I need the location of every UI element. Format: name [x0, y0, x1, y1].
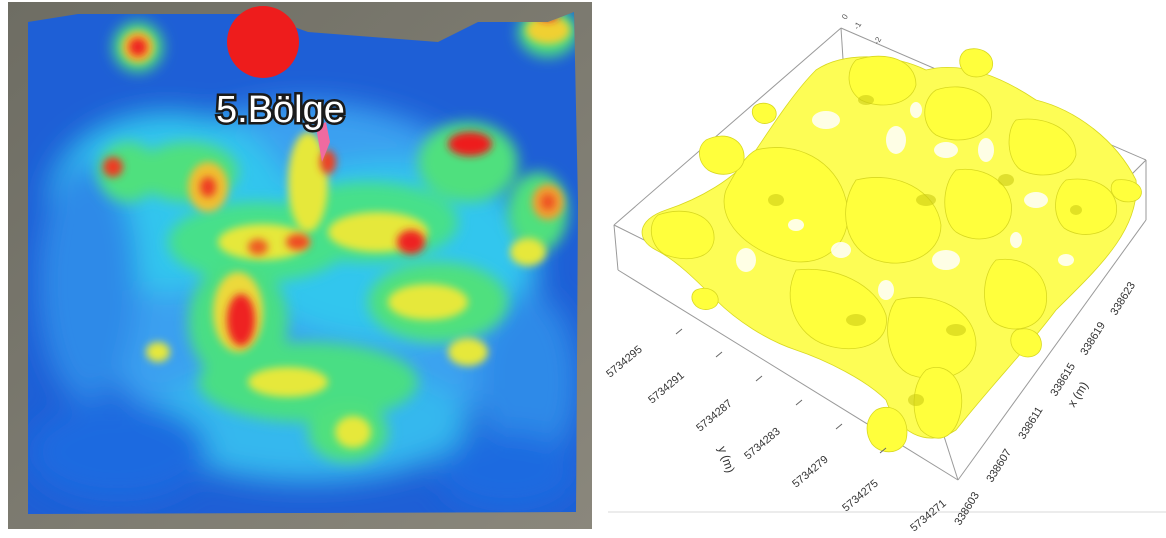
y-tick: 5734279	[790, 454, 831, 491]
y-tick: 5734287	[694, 398, 735, 435]
marker-pin	[316, 122, 330, 162]
isosurface-shading	[768, 95, 1082, 406]
y-axis-title: y (m)	[715, 444, 738, 474]
heatmap-panel: 5.Bölge	[8, 2, 592, 529]
z-axis-ticks: 0 -1 -2	[840, 12, 884, 46]
svg-text:-2: -2	[872, 35, 884, 46]
heatmap-image: 5.Bölge	[8, 2, 592, 529]
isosurface-panel: 5734295 5734291 5734287 5734283 5734279 …	[596, 0, 1166, 534]
x-tick: 338611	[1016, 405, 1045, 442]
x-tick: 338603	[952, 490, 982, 527]
isosurface-holes	[736, 102, 1074, 300]
y-tick: 5734271	[908, 498, 949, 533]
top-anomaly-blob	[227, 6, 299, 78]
x-tick: 338623	[1108, 280, 1138, 317]
y-tick: 5734283	[742, 426, 783, 463]
x-axis-title: x (m)	[1065, 379, 1091, 410]
y-tick: 5734275	[840, 478, 881, 515]
isosurface-blobs	[641, 48, 1142, 453]
x-tick: 338619	[1078, 320, 1108, 357]
zone-label: 5.Bölge	[216, 89, 345, 131]
svg-text:0: 0	[840, 12, 850, 21]
x-tick: 338607	[984, 447, 1014, 484]
y-tick: 5734295	[604, 344, 645, 381]
y-tick: 5734291	[646, 370, 687, 407]
y-tick-marks	[675, 328, 887, 454]
isosurface-plot: 5734295 5734291 5734287 5734283 5734279 …	[604, 12, 1166, 534]
svg-text:-1: -1	[852, 20, 864, 31]
